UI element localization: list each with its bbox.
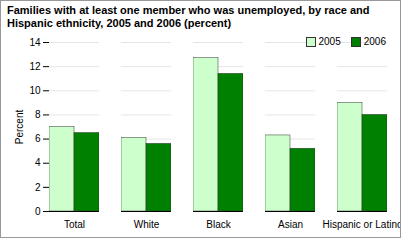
- svg-text:4: 4: [35, 157, 41, 168]
- svg-text:2: 2: [35, 182, 41, 193]
- svg-text:14: 14: [29, 37, 41, 48]
- svg-text:Asian: Asian: [278, 219, 303, 230]
- svg-text:0: 0: [35, 206, 41, 217]
- svg-text:White: White: [134, 219, 160, 230]
- html-text:Families with at least one mem: Families with at least one member who wa…: [7, 4, 370, 29]
- svg-text:10: 10: [29, 85, 41, 96]
- svg-text:6: 6: [35, 133, 41, 144]
- svg-text:Total: Total: [64, 219, 85, 230]
- svg-text:Hispanic or Latino: Hispanic or Latino: [322, 219, 400, 230]
- svg-text:8: 8: [35, 109, 41, 120]
- svg-text:Black: Black: [206, 219, 231, 230]
- svg-text:12: 12: [29, 61, 41, 72]
- html-text:2006: 2006: [363, 36, 386, 47]
- html-text:2005: 2005: [318, 36, 341, 47]
- svg-text:Percent: Percent: [14, 110, 25, 145]
